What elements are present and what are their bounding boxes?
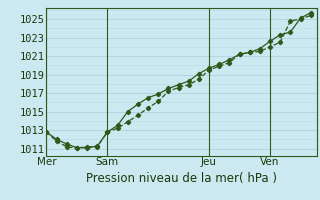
X-axis label: Pression niveau de la mer( hPa ): Pression niveau de la mer( hPa ) xyxy=(86,172,277,185)
